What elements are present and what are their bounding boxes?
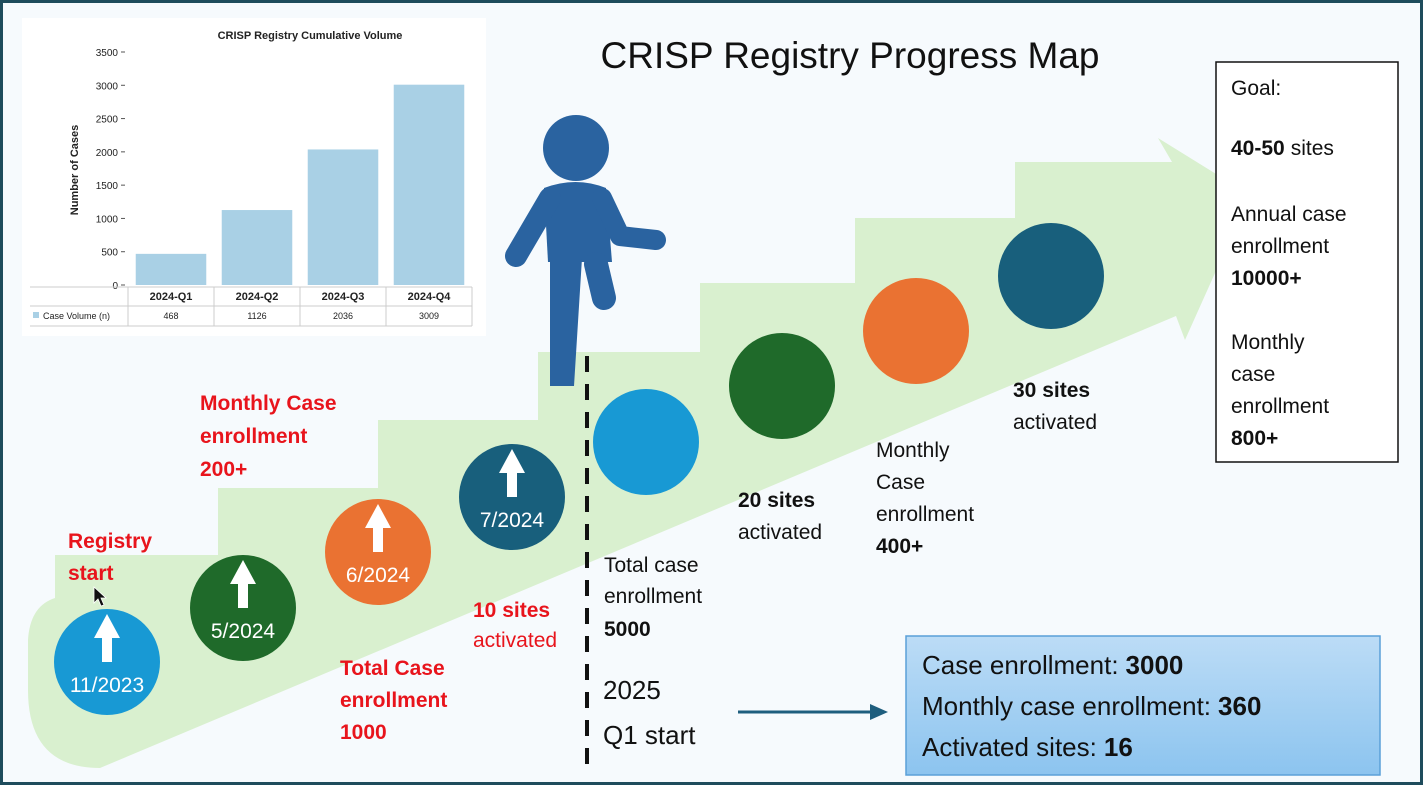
annotation-line: activated bbox=[1013, 411, 1097, 434]
annotation-line: activated bbox=[738, 521, 822, 544]
goal-value: 40-50 bbox=[1231, 137, 1285, 160]
table-value: 2036 bbox=[333, 311, 353, 321]
milestone-label: 5/2024 bbox=[211, 620, 276, 643]
annotation-line: activated bbox=[473, 629, 557, 652]
table-value: 468 bbox=[163, 311, 178, 321]
milestone-label: 11/2023 bbox=[70, 674, 144, 697]
bar bbox=[136, 254, 207, 285]
summary-line: Case enrollment:3000 bbox=[922, 650, 1183, 680]
chart: CRISP Registry Cumulative Volume Number … bbox=[22, 18, 486, 336]
annotation-line: Total case bbox=[604, 554, 699, 577]
summary-value: 360 bbox=[1218, 691, 1261, 721]
summary-label: Activated sites: bbox=[922, 732, 1097, 762]
y-tick-label: 3500 bbox=[96, 48, 119, 59]
goal-heading: Goal: bbox=[1231, 77, 1281, 100]
milestone-label: 6/2024 bbox=[346, 564, 411, 587]
up-arrow-shaft bbox=[238, 582, 248, 608]
up-arrow-shaft bbox=[373, 526, 383, 552]
goal-line: enrollment bbox=[1231, 235, 1329, 258]
y-tick-label: 1500 bbox=[96, 181, 119, 192]
annotation-line: Monthly bbox=[876, 439, 950, 462]
x-tick-label: 2024-Q2 bbox=[236, 291, 279, 303]
goal-line: enrollment bbox=[1231, 395, 1329, 418]
annotation-line: 20 sites bbox=[738, 489, 815, 512]
chart-title: CRISP Registry Cumulative Volume bbox=[218, 30, 403, 42]
goal-line: 10000+ bbox=[1231, 267, 1302, 290]
summary-label: Monthly case enrollment: bbox=[922, 691, 1211, 721]
up-arrow-shaft bbox=[102, 636, 112, 662]
bar bbox=[394, 85, 465, 285]
summary-box: Case enrollment:3000 Monthly case enrollm… bbox=[906, 636, 1380, 775]
milestone-label: 7/2024 bbox=[480, 509, 545, 532]
goal-line: 800+ bbox=[1231, 427, 1278, 450]
y-tick-label: 3000 bbox=[96, 81, 119, 92]
summary-line: Monthly case enrollment:360 bbox=[922, 691, 1261, 721]
table-value: 1126 bbox=[247, 311, 266, 321]
summary-value: 16 bbox=[1104, 732, 1133, 762]
annotation-line: enrollment bbox=[340, 689, 447, 712]
bar bbox=[222, 210, 293, 285]
annotation-line: 200+ bbox=[200, 458, 247, 481]
page-title: CRISP Registry Progress Map bbox=[601, 35, 1100, 76]
x-tick-label: 2024-Q3 bbox=[322, 291, 365, 303]
annotation-line: enrollment bbox=[200, 425, 307, 448]
annotation-line: Total Case bbox=[340, 657, 445, 680]
annotation-line: 30 sites bbox=[1013, 379, 1090, 402]
up-arrow-shaft bbox=[507, 471, 517, 497]
annotation-line: Registry bbox=[68, 530, 152, 553]
future-circle bbox=[863, 278, 969, 384]
x-tick-label: 2024-Q4 bbox=[408, 291, 452, 303]
annotation-line: enrollment bbox=[604, 585, 702, 608]
future-circle bbox=[729, 333, 835, 439]
y-tick-label: 500 bbox=[101, 248, 118, 259]
goal-text: sites bbox=[1291, 137, 1334, 160]
annotation-line: 400+ bbox=[876, 535, 923, 558]
x-tick-label: 2024-Q1 bbox=[150, 291, 193, 303]
goal-line: Monthly bbox=[1231, 331, 1305, 354]
y-tick-label: 2500 bbox=[96, 115, 119, 126]
slide: CRISP Registry Cumulative Volume Number … bbox=[0, 0, 1423, 785]
y-axis-label: Number of Cases bbox=[69, 125, 81, 215]
y-tick-label: 1000 bbox=[96, 214, 119, 225]
goal-line: Annual case bbox=[1231, 203, 1347, 226]
annotation-line: 2025 bbox=[603, 675, 661, 705]
y-tick-label: 2000 bbox=[96, 148, 119, 159]
future-circle bbox=[593, 389, 699, 495]
annotation-line: Monthly Case bbox=[200, 392, 337, 415]
bar bbox=[308, 149, 379, 285]
legend-label: Case Volume (n) bbox=[43, 311, 110, 321]
annotation-line: enrollment bbox=[876, 503, 974, 526]
summary-value: 3000 bbox=[1126, 650, 1184, 680]
goal-sites: 40-50 sites bbox=[1231, 137, 1334, 160]
summary-label: Case enrollment: bbox=[922, 650, 1119, 680]
annotation-line: start bbox=[68, 562, 114, 585]
annotation-line: Q1 start bbox=[603, 720, 696, 750]
annotation-line: 5000 bbox=[604, 618, 651, 641]
future-circle bbox=[998, 223, 1104, 329]
annotation-line: Case bbox=[876, 471, 925, 494]
table-value: 3009 bbox=[419, 311, 439, 321]
annotation-line: 1000 bbox=[340, 721, 387, 744]
goal-line: case bbox=[1231, 363, 1275, 386]
annotation-line: 10 sites bbox=[473, 599, 550, 622]
legend-swatch bbox=[33, 312, 39, 318]
